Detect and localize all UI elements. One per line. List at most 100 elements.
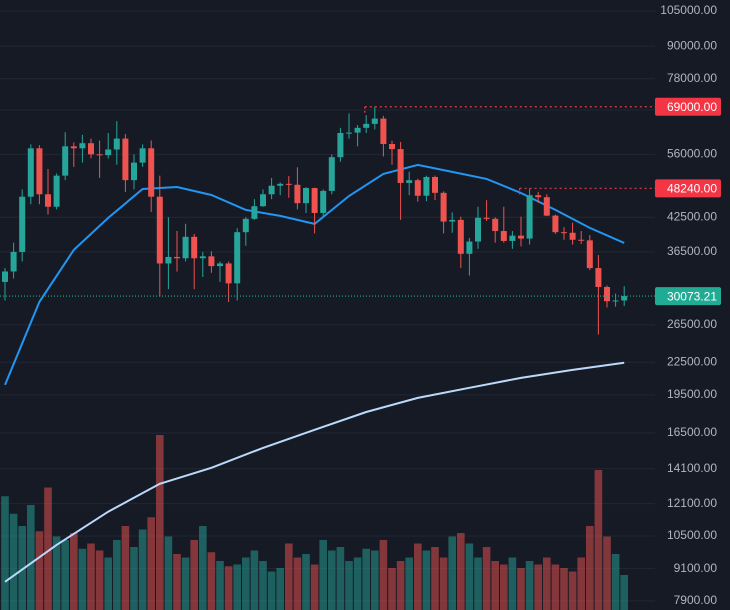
volume-bar	[164, 536, 173, 610]
volume-bar	[457, 533, 465, 610]
volume-bar	[27, 505, 35, 610]
candle-body	[139, 148, 146, 163]
volume-bar	[577, 557, 585, 610]
volume-bar	[500, 564, 508, 610]
y-tick-label: 7900.00	[674, 593, 718, 607]
price-label: 30073.21	[667, 289, 717, 303]
volume-bar	[276, 568, 284, 610]
candle-body	[440, 192, 447, 222]
candle-body	[621, 296, 628, 301]
y-tick-label: 36500.00	[667, 244, 717, 258]
volume-bar	[362, 548, 370, 610]
candle-body	[595, 268, 602, 287]
volume-bar	[199, 526, 207, 610]
candle-body	[500, 231, 507, 241]
candle-body	[543, 197, 550, 216]
volume-bar	[396, 561, 405, 610]
candle-body	[561, 232, 567, 234]
candle-body	[604, 286, 610, 302]
candle-body	[2, 271, 8, 282]
volume-bar	[431, 547, 439, 610]
volume-bar	[336, 547, 345, 610]
volume-bar	[560, 568, 568, 610]
volume-bar	[35, 531, 44, 610]
price-label-box	[655, 97, 721, 116]
volume-bar	[104, 557, 112, 610]
volume-bar	[525, 561, 534, 610]
volume-bar	[422, 550, 431, 610]
candle-body	[242, 218, 249, 233]
volume-bar	[250, 550, 259, 610]
candle-body	[27, 148, 34, 197]
y-tick-label: 105000.00	[660, 3, 717, 17]
volume-bar	[130, 547, 138, 610]
candle-body	[518, 235, 524, 239]
volume-bar	[551, 564, 560, 610]
volume-bar	[465, 543, 474, 610]
y-tick-label: 90000.00	[667, 38, 717, 52]
candle-body	[457, 219, 464, 254]
candle-body	[148, 148, 155, 197]
volume-bar	[353, 557, 362, 610]
candle-body	[53, 175, 60, 207]
y-tick-label: 9100.00	[674, 561, 718, 575]
y-tick-label: 10500.00	[667, 528, 717, 542]
candle-body	[36, 148, 43, 195]
volume-bar	[267, 571, 276, 610]
volume-bar	[345, 561, 353, 610]
moving-average-line	[4, 361, 625, 583]
volume-bar	[224, 566, 233, 610]
candle-body	[156, 196, 163, 264]
volume-bar	[18, 526, 26, 610]
candle-body	[346, 132, 352, 134]
y-tick-label: 12100.00	[667, 496, 717, 510]
volume-bar	[285, 543, 293, 610]
volume-bar	[216, 561, 224, 610]
volume-bar	[9, 513, 18, 610]
volume-bar	[242, 557, 250, 610]
candle-body	[199, 256, 206, 259]
candle-body	[397, 149, 404, 183]
volume-bar	[310, 564, 319, 610]
candle-body	[260, 194, 266, 207]
candle-body	[320, 190, 327, 213]
candle-body	[251, 206, 258, 219]
candle-body	[268, 185, 275, 195]
candle-body	[328, 157, 335, 191]
price-label-box	[655, 287, 721, 306]
volume-bar	[448, 536, 456, 610]
volume-bar	[611, 554, 620, 610]
candle-body	[371, 118, 378, 124]
candle-body	[535, 195, 542, 198]
price-label: 48240.00	[667, 182, 717, 196]
volume-bar	[95, 550, 104, 610]
candle-body	[96, 154, 103, 156]
candle-body	[62, 146, 69, 176]
volume-bar	[371, 550, 379, 610]
volume-bar	[87, 543, 95, 610]
volume-bar	[543, 557, 551, 610]
candle-body	[363, 123, 370, 128]
price-label: 69000.00	[667, 100, 717, 114]
volume-bar	[78, 548, 87, 610]
y-tick-label: 56000.00	[667, 146, 717, 160]
volume-bar	[517, 568, 525, 610]
volume-bar	[121, 526, 130, 610]
candle-body	[19, 196, 26, 252]
candle-body	[10, 251, 17, 272]
volume-bar	[534, 564, 542, 610]
candle-body	[70, 146, 77, 149]
candle-body	[208, 256, 215, 267]
candle-body	[277, 183, 284, 186]
candle-body	[337, 132, 344, 158]
volume-bar	[379, 540, 388, 610]
candle-body	[414, 180, 421, 196]
volume-bar	[190, 540, 198, 610]
candle-body	[380, 118, 387, 144]
candle-body	[122, 138, 129, 181]
candle-body	[466, 241, 473, 254]
candle-body	[191, 236, 198, 259]
volume-bar	[474, 557, 482, 610]
candle-body	[294, 184, 301, 204]
candle-body	[165, 256, 172, 264]
